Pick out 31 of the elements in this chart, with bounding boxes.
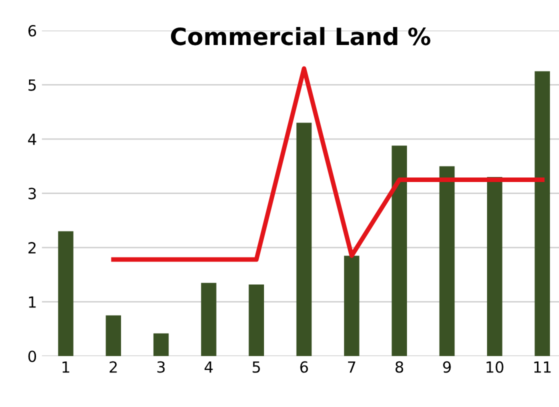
y-tick-label: 0: [28, 350, 36, 362]
chart-title: Commercial Land %: [170, 27, 430, 46]
y-tick-label: 1: [29, 296, 36, 308]
x-tick-label: 3: [157, 361, 165, 373]
bar: [344, 256, 360, 356]
line-series: [111, 66, 545, 262]
y-tick-label: 6: [28, 24, 36, 37]
bar: [534, 71, 550, 356]
x-tick-label: 7: [348, 361, 356, 373]
x-tick-label: 8: [396, 361, 404, 373]
y-tick-label: 3: [28, 188, 36, 200]
x-tick-label: 4: [204, 361, 213, 373]
bar: [106, 315, 122, 356]
x-tick-label: 1: [62, 361, 70, 373]
y-tick-label: 2: [28, 242, 36, 254]
x-tick-label: 10: [486, 361, 504, 373]
bar: [201, 282, 216, 356]
x-tick-label: 5: [252, 361, 260, 373]
y-tick-label: 5: [28, 79, 36, 91]
bar: [153, 333, 169, 356]
bar: [439, 166, 455, 356]
y-tick-label: 4: [28, 134, 36, 145]
x-tick-label: 2: [110, 361, 117, 373]
x-tick-label: 11: [534, 361, 551, 373]
bar: [248, 284, 264, 356]
x-tick-label: 6: [300, 361, 308, 373]
bar: [296, 122, 312, 356]
x-tick-label: 9: [443, 361, 451, 373]
bar: [58, 231, 74, 356]
bar: [487, 177, 502, 356]
bar: [392, 146, 407, 356]
